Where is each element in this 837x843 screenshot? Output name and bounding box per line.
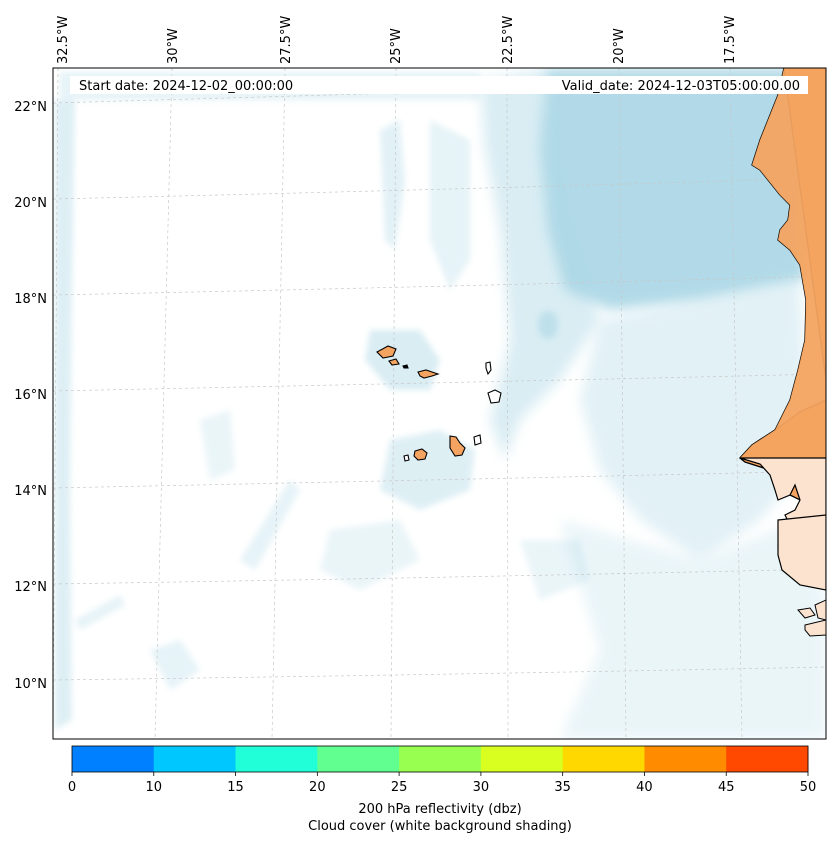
lat-label: 14°N (14, 484, 47, 499)
lon-label: 27.5°W (279, 16, 294, 64)
island-brava (403, 454, 410, 462)
colorbar-segment (399, 746, 482, 772)
colorbar-tick-label: 50 (800, 780, 817, 795)
longitude-labels: 32.5°W 30°W 27.5°W 25°W 22.5°W 20°W 17.5… (56, 16, 738, 64)
african-coast (739, 68, 826, 637)
island-sal (485, 361, 492, 376)
colorbar-label-line1: 200 hPa reflectivity (dbz) (358, 802, 521, 817)
lon-label: 25°W (389, 28, 404, 64)
colorbar-segment (644, 746, 727, 772)
colorbar-tick-label: 10 (146, 780, 163, 795)
colorbar-segment (317, 746, 400, 772)
lon-label: 30°W (166, 28, 181, 64)
colorbar-segment (153, 746, 237, 772)
lon-label: 32.5°W (56, 16, 71, 64)
colorbar-segment (235, 746, 318, 772)
colorbar-tick-label: 25 (391, 780, 408, 795)
island-fogo (413, 448, 428, 461)
island-maio (473, 434, 482, 446)
colorbar-tick-label: 35 (554, 780, 571, 795)
lat-label: 22°N (14, 100, 47, 115)
colorbar-tick-label: 15 (227, 780, 244, 795)
lon-label: 22.5°W (501, 16, 516, 64)
latitude-labels: 22°N 20°N 18°N 16°N 14°N 12°N 10°N (14, 100, 47, 692)
colorbar-frame (71, 745, 809, 773)
start-date-label: Start date: 2024-12-02_00:00:00 (79, 79, 293, 94)
colorbar-tick-label: 20 (309, 780, 326, 795)
colorbar-segment (562, 746, 645, 772)
colorbar: 0 10 15 20 25 30 35 40 45 50 (68, 745, 817, 795)
valid-date-label: Valid_date: 2024-12-03T05:00:00.00 (562, 79, 800, 94)
date-banner (70, 76, 808, 94)
colorbar-tick-label: 30 (473, 780, 490, 795)
colorbar-label-line2: Cloud cover (white background shading) (308, 819, 572, 834)
island-santa-luzia (402, 364, 409, 369)
cape-verde-islands (376, 345, 502, 462)
colorbar-segment (480, 746, 564, 772)
lat-label: 16°N (14, 388, 47, 403)
island-boa-vista (487, 389, 502, 404)
island-santiago (449, 435, 466, 457)
island-sao-nicolau (417, 369, 440, 379)
island-sao-vicente (388, 358, 400, 366)
map-frame (52, 67, 827, 740)
island-santo-antao (376, 345, 397, 359)
lat-label: 12°N (14, 580, 47, 595)
cloud-mass-north (540, 68, 810, 310)
colorbar-segment (726, 746, 809, 772)
colorbar-segment (72, 746, 155, 772)
lat-label: 10°N (14, 677, 47, 692)
lon-label: 20°W (612, 28, 627, 64)
lat-label: 20°N (14, 196, 47, 211)
lon-label: 17.5°W (723, 16, 738, 64)
colorbar-tick-label: 0 (68, 780, 76, 795)
lat-label: 18°N (14, 292, 47, 307)
colorbar-tick-label: 40 (636, 780, 653, 795)
colorbar-tick-label: 45 (718, 780, 735, 795)
